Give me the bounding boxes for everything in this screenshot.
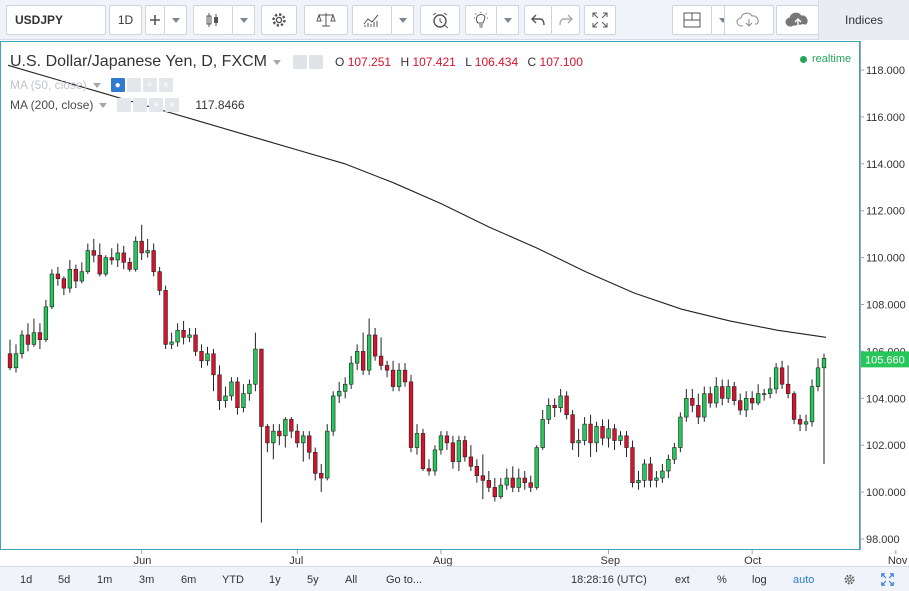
load-layout-button[interactable] xyxy=(724,5,774,35)
realtime-label: realtime xyxy=(812,53,852,65)
chevron-down-icon[interactable] xyxy=(92,82,101,88)
range-1d[interactable]: 1d xyxy=(20,573,33,586)
range-5d[interactable]: 5d xyxy=(58,573,71,586)
fullscreen-icon xyxy=(592,12,608,28)
range-6m[interactable]: 6m xyxy=(181,573,197,586)
indices-label: Indices xyxy=(844,13,884,27)
symbol-label: USDJPY xyxy=(15,13,64,27)
close-key: C xyxy=(527,55,537,69)
undo-button[interactable] xyxy=(524,5,552,35)
ideas-dropdown[interactable] xyxy=(497,5,519,35)
alarm-icon xyxy=(432,12,449,29)
range-ytd[interactable]: YTD xyxy=(222,573,244,586)
chart-style-dropdown[interactable] xyxy=(233,5,255,35)
layout-button[interactable] xyxy=(672,5,712,35)
gear-icon xyxy=(844,574,855,585)
compare-scale-button[interactable] xyxy=(304,5,348,35)
range-1m[interactable]: 1m xyxy=(97,573,113,586)
redo-button[interactable] xyxy=(552,5,580,35)
goto-button[interactable]: Go to... xyxy=(386,573,423,586)
compare-button[interactable] xyxy=(145,5,165,35)
fullscreen-button[interactable] xyxy=(584,5,616,35)
compare-dropdown[interactable] xyxy=(165,5,187,35)
plus-icon[interactable]: + xyxy=(142,78,157,92)
range-5y[interactable]: 5y xyxy=(307,573,319,586)
scale-icon xyxy=(316,13,336,27)
close-value: 107.100 xyxy=(539,55,583,69)
log-toggle[interactable]: log xyxy=(752,573,767,586)
plus-icon[interactable]: + xyxy=(149,98,164,112)
high-key: H xyxy=(400,55,410,69)
open-value: 107.251 xyxy=(347,55,392,69)
chart-legend: U.S. Dollar/Japanese Yen, D, FXCM O 107.… xyxy=(10,52,610,114)
gear-icon[interactable] xyxy=(133,98,148,112)
symbol-search[interactable]: USDJPY xyxy=(6,5,106,35)
ma200-label: MA (200, close) xyxy=(10,98,94,112)
alert-button[interactable] xyxy=(420,5,460,35)
close-icon[interactable]: × xyxy=(165,98,180,112)
bottom-toolbar: 1d 5d 1m 3m 6m YTD 1y 5y All Go to... 18… xyxy=(0,566,909,591)
chart-style-button[interactable] xyxy=(193,5,233,35)
percent-toggle[interactable]: % xyxy=(717,573,727,586)
ext-toggle[interactable]: ext xyxy=(675,573,690,586)
ma50-label: MA (50, close) xyxy=(10,78,87,92)
ma50-row[interactable]: MA (50, close) ● + × xyxy=(10,76,610,94)
ma50-controls: ● + × xyxy=(110,78,173,92)
price-axis[interactable] xyxy=(860,41,909,550)
gear-icon[interactable] xyxy=(309,55,324,69)
gear-icon xyxy=(272,13,286,27)
plus-icon xyxy=(150,15,160,25)
status-dot-icon xyxy=(800,55,807,63)
candles-icon xyxy=(206,13,218,27)
chart-pane[interactable] xyxy=(0,41,860,550)
low-value: 106.434 xyxy=(474,55,519,69)
indicators-dropdown[interactable] xyxy=(392,5,414,35)
eye-icon[interactable]: ● xyxy=(110,78,125,92)
cloud-icon xyxy=(736,12,759,27)
eye-icon[interactable] xyxy=(293,55,308,69)
ma200-value: 117.8466 xyxy=(195,98,245,112)
realtime-status: realtime xyxy=(800,53,851,65)
eye-icon[interactable] xyxy=(117,98,132,112)
expand-icon xyxy=(881,573,894,586)
chart-settings-button[interactable] xyxy=(843,567,856,591)
maximize-button[interactable] xyxy=(881,567,894,591)
ohlc-values: O 107.251 H 107.421 L 106.434 C 107.100 xyxy=(329,55,583,69)
bulb-icon xyxy=(474,12,488,28)
ma200-row[interactable]: MA (200, close) + × 117.8466 xyxy=(10,96,610,114)
indices-panel-toggle[interactable]: Indices xyxy=(818,0,909,40)
interval-button[interactable]: 1D xyxy=(109,5,142,35)
settings-button[interactable] xyxy=(261,5,297,35)
interval-label: 1D xyxy=(117,13,134,27)
top-toolbar: USDJPY 1D xyxy=(0,0,909,40)
redo-icon xyxy=(558,14,573,26)
ma200-controls: + × xyxy=(117,98,180,112)
range-1y[interactable]: 1y xyxy=(269,573,281,586)
series-controls xyxy=(293,55,324,69)
auto-toggle[interactable]: auto xyxy=(793,573,815,586)
ideas-button[interactable] xyxy=(465,5,497,35)
indicators-button[interactable] xyxy=(352,5,392,35)
chevron-down-icon[interactable] xyxy=(273,59,282,65)
chevron-down-icon[interactable] xyxy=(99,102,108,108)
low-key: L xyxy=(465,55,472,69)
close-icon[interactable]: × xyxy=(158,78,173,92)
range-3m[interactable]: 3m xyxy=(139,573,155,586)
gear-icon[interactable] xyxy=(126,78,141,92)
high-value: 107.421 xyxy=(412,55,456,69)
layout-icon xyxy=(683,12,701,28)
symbol-title[interactable]: U.S. Dollar/Japanese Yen, D, FXCM xyxy=(10,53,268,70)
open-key: O xyxy=(335,55,345,69)
save-layout-button[interactable] xyxy=(776,5,820,35)
undo-icon xyxy=(531,14,545,26)
indicators-icon xyxy=(363,14,379,27)
cloud-upload-icon xyxy=(785,12,808,27)
range-all[interactable]: All xyxy=(345,573,358,586)
clock-time[interactable]: 18:28:16 (UTC) xyxy=(571,573,647,586)
